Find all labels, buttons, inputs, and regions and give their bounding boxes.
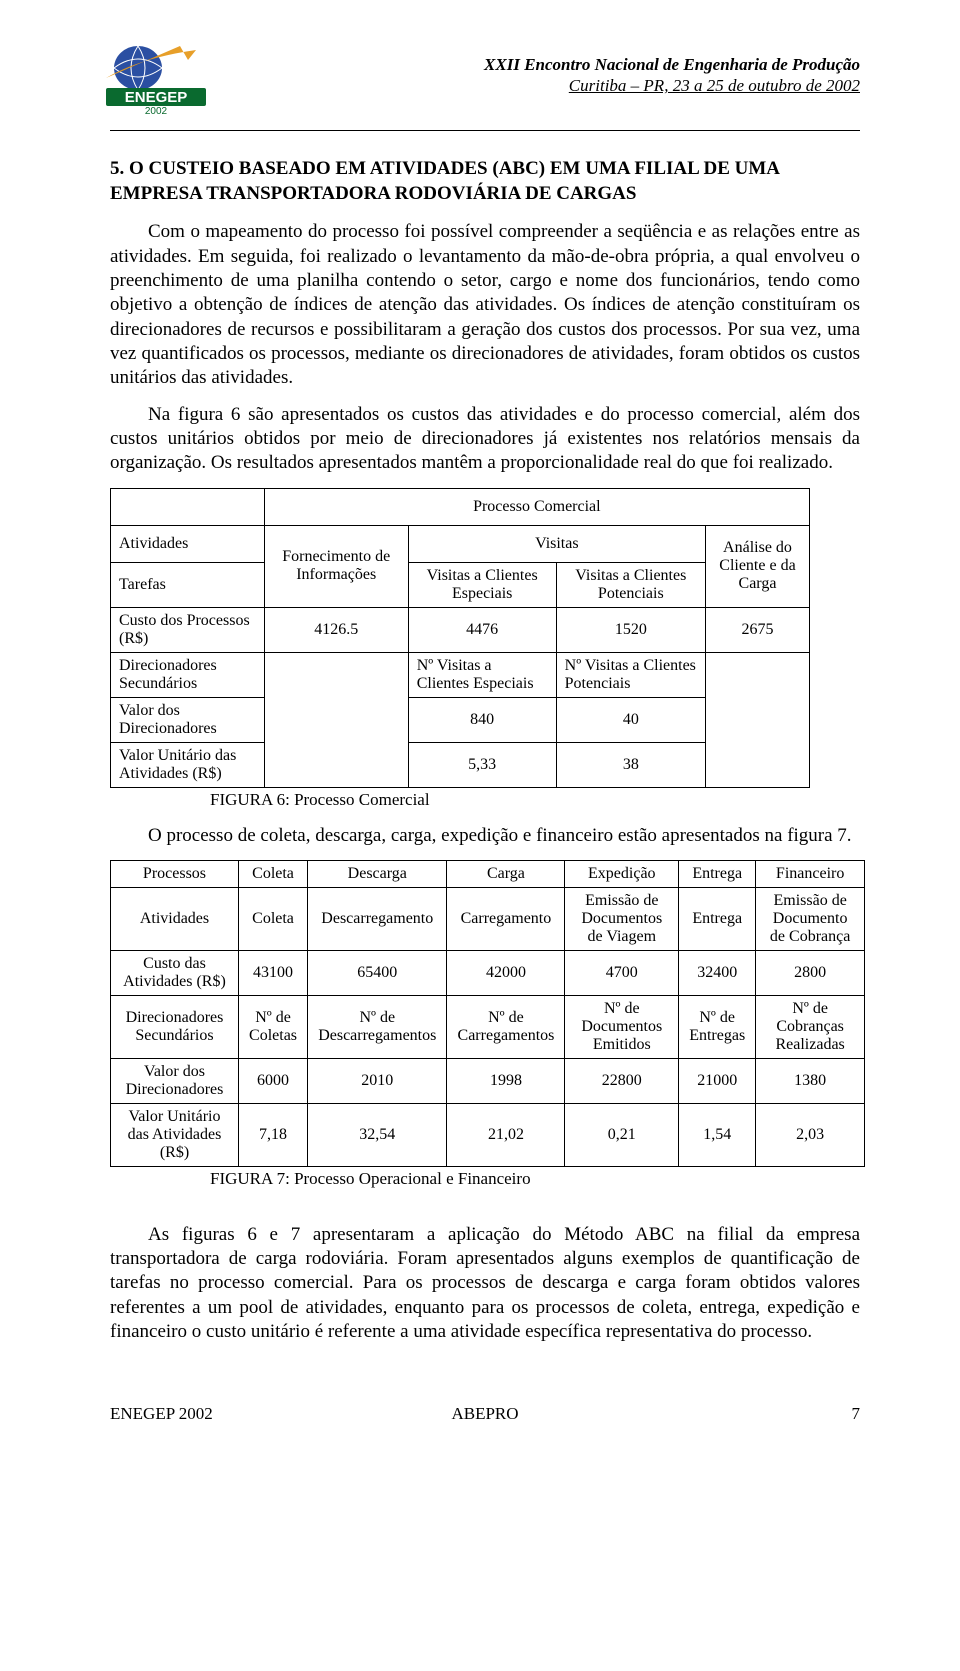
section-title: 5. O CUSTEIO BASEADO EM ATIVIDADES (ABC)… — [110, 157, 860, 206]
t1-cell: 1520 — [556, 607, 705, 652]
t1-cell: Visitas a Clientes Potenciais — [556, 562, 705, 607]
t2-cell: Descarregamento — [308, 887, 447, 950]
table-figura7: Processos Coleta Descarga Carga Expediçã… — [110, 860, 865, 1167]
t1-cell: Nº Visitas a Clientes Potenciais — [556, 652, 705, 697]
t2-cell: 21,02 — [447, 1103, 565, 1166]
t1-cell: 840 — [408, 697, 556, 742]
t2-cell: Nº de Coletas — [238, 995, 307, 1058]
t2-cell: Nº de Cobranças Realizadas — [756, 995, 865, 1058]
t2-cell: Emissão de Documento de Cobrança — [756, 887, 865, 950]
t2-cell: Coleta — [238, 887, 307, 950]
table-row: Custo dos Processos (R$) 4126.5 4476 152… — [111, 607, 810, 652]
t1-col-fornec: Fornecimento de Informações — [264, 525, 408, 607]
logo-year: 2002 — [145, 106, 168, 116]
t2-cell: Emissão de Documentos de Viagem — [565, 887, 679, 950]
t2-head: Processos — [111, 860, 239, 887]
t1-cell: 5,33 — [408, 742, 556, 787]
t2-cell: 21000 — [679, 1058, 756, 1103]
t2-head: Coleta — [238, 860, 307, 887]
table-figura6: Processo Comercial Atividades Fornecimen… — [110, 488, 810, 788]
t2-head: Descarga — [308, 860, 447, 887]
t1-cell: 4476 — [408, 607, 556, 652]
t2-cell: 1998 — [447, 1058, 565, 1103]
footer-mid: ABEPRO — [451, 1404, 518, 1424]
paragraph-3: O processo de coleta, descarga, carga, e… — [110, 824, 860, 848]
t1-rowlabel: Valor dos Direcionadores — [111, 697, 265, 742]
table-row: Valor Unitário das Atividades (R$) 7,18 … — [111, 1103, 865, 1166]
header-line2: Curitiba – PR, 23 a 25 de outubro de 200… — [484, 75, 860, 96]
table-row: Direcionadores Secundários Nº Visitas a … — [111, 652, 810, 697]
t2-head: Expedição — [565, 860, 679, 887]
footer-right: 7 — [852, 1404, 861, 1424]
t2-cell: 2,03 — [756, 1103, 865, 1166]
logo-text: ENEGEP — [125, 89, 188, 106]
table-row: Valor dos Direcionadores 840 40 — [111, 697, 810, 742]
t1-rowlabel: Custo dos Processos (R$) — [111, 607, 265, 652]
t1-rowlabel: Tarefas — [111, 562, 265, 607]
t2-cell: Valor Unitário das Atividades (R$) — [111, 1103, 239, 1166]
t2-cell: 4700 — [565, 950, 679, 995]
table-row: Processos Coleta Descarga Carga Expediçã… — [111, 860, 865, 887]
t2-cell: 42000 — [447, 950, 565, 995]
table-row: Valor Unitário das Atividades (R$) 5,33 … — [111, 742, 810, 787]
figura6-caption: FIGURA 6: Processo Comercial — [210, 790, 860, 810]
t1-cell: 2675 — [705, 607, 809, 652]
t2-cell: 2800 — [756, 950, 865, 995]
t2-cell: Entrega — [679, 887, 756, 950]
header-conference-text: XXII Encontro Nacional de Engenharia de … — [484, 54, 860, 97]
table-row: Valor dos Direcionadores 6000 2010 1998 … — [111, 1058, 865, 1103]
t1-cell: Visitas a Clientes Especiais — [408, 562, 556, 607]
t2-cell: Direcionadores Secundários — [111, 995, 239, 1058]
t2-cell: 1380 — [756, 1058, 865, 1103]
paragraph-4: As figuras 6 e 7 apresentaram a aplicaçã… — [110, 1223, 860, 1345]
t2-cell: 0,21 — [565, 1103, 679, 1166]
t2-cell: 65400 — [308, 950, 447, 995]
t1-cell: Nº Visitas a Clientes Especiais — [408, 652, 556, 697]
t2-head: Financeiro — [756, 860, 865, 887]
t2-cell: Nº de Entregas — [679, 995, 756, 1058]
table-row: Atividades Coleta Descarregamento Carreg… — [111, 887, 865, 950]
t2-head: Entrega — [679, 860, 756, 887]
table-row: Direcionadores Secundários Nº de Coletas… — [111, 995, 865, 1058]
t2-cell: 32,54 — [308, 1103, 447, 1166]
t2-cell: 32400 — [679, 950, 756, 995]
t2-cell: 7,18 — [238, 1103, 307, 1166]
t1-rowlabel: Atividades — [111, 525, 265, 562]
t2-cell: 1,54 — [679, 1103, 756, 1166]
table-row: Tarefas Visitas a Clientes Especiais Vis… — [111, 562, 810, 607]
page-header: ENEGEP 2002 XXII Encontro Nacional de En… — [110, 50, 860, 131]
t2-cell: 2010 — [308, 1058, 447, 1103]
header-line1: XXII Encontro Nacional de Engenharia de … — [484, 54, 860, 75]
t1-title: Processo Comercial — [264, 488, 809, 525]
t2-cell: Atividades — [111, 887, 239, 950]
t1-cell: 4126.5 — [264, 607, 408, 652]
t1-col-analise: Análise do Cliente e da Carga — [705, 525, 809, 607]
figura7-caption: FIGURA 7: Processo Operacional e Finance… — [210, 1169, 860, 1189]
t2-cell: 43100 — [238, 950, 307, 995]
t2-cell: Nº de Carregamentos — [447, 995, 565, 1058]
t1-col-visitas: Visitas — [408, 525, 705, 562]
t2-cell: 6000 — [238, 1058, 307, 1103]
table-row: Atividades Fornecimento de Informações V… — [111, 525, 810, 562]
t2-cell: Carregamento — [447, 887, 565, 950]
footer-left: ENEGEP 2002 — [110, 1404, 213, 1424]
paragraph-1: Com o mapeamento do processo foi possíve… — [110, 220, 860, 390]
table-row: Processo Comercial — [111, 488, 810, 525]
t1-cell: 38 — [556, 742, 705, 787]
t2-cell: 22800 — [565, 1058, 679, 1103]
table-row: Custo das Atividades (R$) 43100 65400 42… — [111, 950, 865, 995]
t2-cell: Custo das Atividades (R$) — [111, 950, 239, 995]
paragraph-2: Na figura 6 são apresentados os custos d… — [110, 403, 860, 476]
t2-head: Carga — [447, 860, 565, 887]
enegep-logo: ENEGEP 2002 — [100, 44, 220, 116]
t2-cell: Nº de Descarregamentos — [308, 995, 447, 1058]
t2-cell: Valor dos Direcionadores — [111, 1058, 239, 1103]
t2-cell: Nº de Documentos Emitidos — [565, 995, 679, 1058]
t1-rowlabel: Direcionadores Secundários — [111, 652, 265, 697]
t1-cell: 40 — [556, 697, 705, 742]
t1-rowlabel: Valor Unitário das Atividades (R$) — [111, 742, 265, 787]
